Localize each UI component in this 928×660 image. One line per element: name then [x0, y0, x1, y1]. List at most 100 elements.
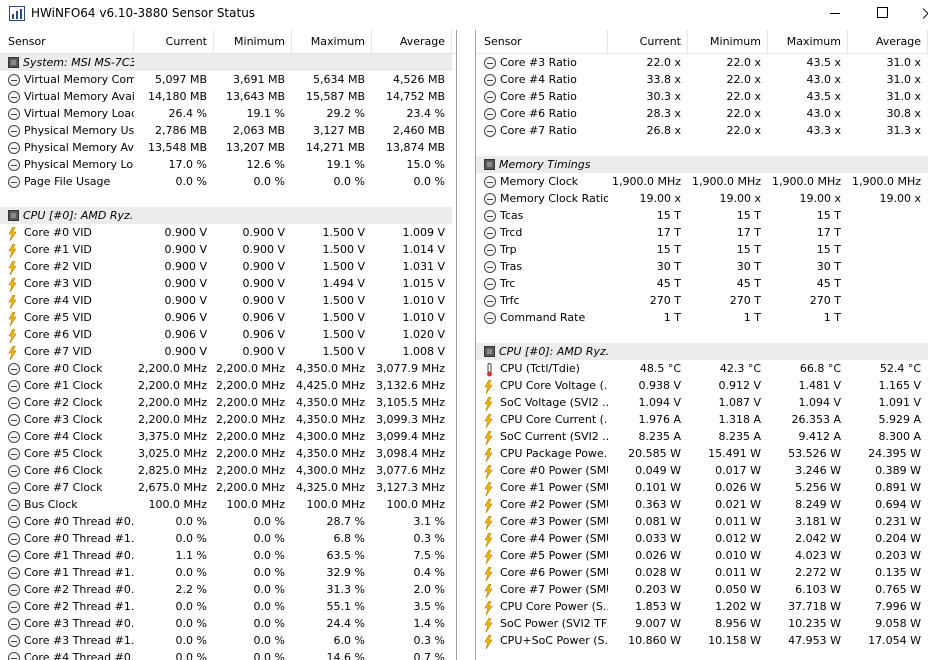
sensor-row[interactable]: Command Rate 1 T 1 T 1 T [476, 309, 928, 326]
sensor-row[interactable]: Core #3 Thread #0... 0.0 % 0.0 % 24.4 % 1.4 … [0, 615, 456, 632]
sensor-row[interactable]: Core #4 VID 0.900 V 0.900 V 1.500 V 1.010 V [0, 292, 456, 309]
sensor-row[interactable]: SoC Voltage (SVI2 ... 1.094 V 1.087 V 1.094… [476, 394, 928, 411]
sensor-row[interactable]: Core #7 Clock 2,675.0 MHz 2,200.0 MHz 4,325… [0, 479, 456, 496]
sensor-row[interactable]: Core #4 Clock 3,375.0 MHz 2,200.0 MHz 4,300… [0, 428, 456, 445]
sensor-row[interactable]: Core #0 Clock 2,200.0 MHz 2,200.0 MHz 4,350… [0, 360, 456, 377]
current-value: 22.0 x [646, 56, 682, 69]
sensor-group-row[interactable]: System: MSI MS-7C35 [0, 54, 456, 71]
sensor-row[interactable]: Core #3 Ratio 22.0 x 22.0 x 43.5 x 31.0 x [476, 54, 928, 71]
sensor-name-cell: Core #7 Power (SMU) [476, 581, 608, 598]
sensor-label: Core #0 VID [24, 226, 92, 239]
clock-icon [8, 175, 20, 188]
sensor-row[interactable]: Core #2 VID 0.900 V 0.900 V 1.500 V 1.031 V [0, 258, 456, 275]
column-header-minimum[interactable]: Minimum [214, 30, 292, 54]
sensor-row[interactable]: Core #6 VID 0.906 V 0.906 V 1.500 V 1.020 V [0, 326, 456, 343]
clock-icon [8, 583, 20, 596]
minimize-button[interactable] [812, 0, 858, 28]
sensor-panel-left[interactable]: Sensor Current Minimum Maximum Average S… [0, 30, 456, 660]
sensor-row[interactable]: Trfc 270 T 270 T 270 T [476, 292, 928, 309]
sensor-row[interactable]: SoC Current (SVI2 ... 8.235 A 8.235 A 9.412… [476, 428, 928, 445]
sensor-row[interactable]: Core #3 VID 0.900 V 0.900 V 1.494 V 1.015 V [0, 275, 456, 292]
sensor-row[interactable]: Tcas 15 T 15 T 15 T [476, 207, 928, 224]
sensor-row[interactable]: Bus Clock 100.0 MHz 100.0 MHz 100.0 MHz 100.… [0, 496, 456, 513]
sensor-row[interactable]: Core #5 VID 0.906 V 0.906 V 1.500 V 1.010 V [0, 309, 456, 326]
sensor-row[interactable]: Core #0 VID 0.900 V 0.900 V 1.500 V 1.009 V [0, 224, 456, 241]
sensor-row[interactable]: Core #6 Ratio 28.3 x 22.0 x 43.0 x 30.8 x [476, 105, 928, 122]
sensor-row[interactable]: Core #6 Power (SMU) 0.028 W 0.011 W 2.272 W… [476, 564, 928, 581]
maximize-button[interactable] [858, 0, 904, 28]
column-header-current[interactable]: Current [608, 30, 688, 54]
column-header-sensor[interactable]: Sensor [476, 30, 608, 54]
sensor-row[interactable]: Core #3 Power (SMU) 0.081 W 0.011 W 3.181 W… [476, 513, 928, 530]
sensor-row[interactable]: Core #1 VID 0.900 V 0.900 V 1.500 V 1.014 V [0, 241, 456, 258]
sensor-row[interactable]: Core #1 Power (SMU) 0.101 W 0.026 W 5.256 W… [476, 479, 928, 496]
average-value: 31.0 x [886, 90, 922, 103]
sensor-row[interactable]: Core #7 VID 0.900 V 0.900 V 1.500 V 1.008 V [0, 343, 456, 360]
sensor-row[interactable]: Page File Usage 0.0 % 0.0 % 0.0 % 0.0 % [0, 173, 456, 190]
sensor-group-row[interactable]: Memory Timings [476, 156, 928, 173]
clock-icon [8, 464, 20, 477]
column-header-sensor[interactable]: Sensor [0, 30, 134, 54]
sensor-row[interactable]: Core #5 Power (SMU) 0.026 W 0.010 W 4.023 W… [476, 547, 928, 564]
sensor-row[interactable]: Core #0 Power (SMU) 0.049 W 0.017 W 3.246 W… [476, 462, 928, 479]
column-header-maximum[interactable]: Maximum [768, 30, 848, 54]
sensor-row[interactable]: Core #3 Clock 2,200.0 MHz 2,200.0 MHz 4,350… [0, 411, 456, 428]
sensor-row[interactable]: CPU (Tctl/Tdie) 48.5 °C 42.3 °C 66.8 °C 52.4… [476, 360, 928, 377]
sensor-row[interactable]: Core #6 Clock 2,825.0 MHz 2,200.0 MHz 4,300… [0, 462, 456, 479]
sensor-row[interactable]: Core #0 Thread #1... 0.0 % 0.0 % 6.8 % 0.3 % [0, 530, 456, 547]
column-header-minimum[interactable]: Minimum [688, 30, 768, 54]
sensor-row[interactable]: Core #2 Thread #1... 0.0 % 0.0 % 55.1 % 3.5 … [0, 598, 456, 615]
column-header-current[interactable]: Current [134, 30, 214, 54]
sensor-row[interactable]: Virtual Memory Load 26.4 % 19.1 % 29.2 % 23.… [0, 105, 456, 122]
sensor-row[interactable]: Core #4 Ratio 33.8 x 22.0 x 43.0 x 31.0 x [476, 71, 928, 88]
maximum-value: 5,634 MB [312, 73, 365, 86]
panel-splitter[interactable] [456, 30, 476, 660]
sensor-row[interactable]: Core #2 Thread #0... 2.2 % 0.0 % 31.3 % 2.0 … [0, 581, 456, 598]
sensor-row[interactable]: Physical Memory Av... 13,548 MB 13,207 MB 1… [0, 139, 456, 156]
sensor-row[interactable]: Core #1 Thread #1... 0.0 % 0.0 % 32.9 % 0.4 … [0, 564, 456, 581]
average-value: 3,132.6 MHz [375, 379, 445, 392]
sensor-row[interactable]: Core #0 Thread #0... 0.0 % 0.0 % 28.7 % 3.1 … [0, 513, 456, 530]
sensor-panel-right[interactable]: Sensor Current Minimum Maximum Average C… [476, 30, 928, 660]
sensor-row[interactable]: CPU+SoC Power (S... 10.860 W 10.158 W 47.95… [476, 632, 928, 649]
spacer-row [476, 326, 928, 343]
sensor-row[interactable]: Core #4 Power (SMU) 0.033 W 0.012 W 2.042 W… [476, 530, 928, 547]
sensor-row[interactable]: Memory Clock 1,900.0 MHz 1,900.0 MHz 1,900.… [476, 173, 928, 190]
column-header-maximum[interactable]: Maximum [292, 30, 372, 54]
column-header-average[interactable]: Average [848, 30, 928, 54]
current-value: 1.094 V [638, 396, 681, 409]
sensor-row[interactable]: Trc 45 T 45 T 45 T [476, 275, 928, 292]
clock-icon [8, 549, 20, 562]
sensor-row[interactable]: Virtual Memory Com... 5,097 MB 3,691 MB 5,6… [0, 71, 456, 88]
sensor-row[interactable]: Core #1 Thread #0... 1.1 % 0.0 % 63.5 % 7.5 … [0, 547, 456, 564]
sensor-row[interactable]: Core #7 Power (SMU) 0.203 W 0.050 W 6.103 W… [476, 581, 928, 598]
sensor-group-row[interactable]: CPU [#0]: AMD Ryz... [0, 207, 456, 224]
sensor-row[interactable]: Physical Memory Used 2,786 MB 2,063 MB 3,12… [0, 122, 456, 139]
sensor-group-row[interactable]: CPU [#0]: AMD Ryz... [476, 343, 928, 360]
sensor-row[interactable]: Core #1 Clock 2,200.0 MHz 2,200.0 MHz 4,425… [0, 377, 456, 394]
sensor-row[interactable]: Core #7 Ratio 26.8 x 22.0 x 43.3 x 31.3 x [476, 122, 928, 139]
close-button[interactable] [904, 0, 928, 28]
sensor-row[interactable]: Core #5 Clock 3,025.0 MHz 2,200.0 MHz 4,350… [0, 445, 456, 462]
sensor-row[interactable]: Core #4 Thread #0... 0.0 % 0.0 % 14.6 % 0.7 … [0, 649, 456, 660]
sensor-row[interactable]: Core #5 Ratio 30.3 x 22.0 x 43.5 x 31.0 x [476, 88, 928, 105]
sensor-row[interactable]: Virtual Memory Avai... 14,180 MB 13,643 MB… [0, 88, 456, 105]
sensor-label: Command Rate [500, 311, 586, 324]
sensor-row[interactable]: Core #2 Clock 2,200.0 MHz 2,200.0 MHz 4,350… [0, 394, 456, 411]
sensor-row[interactable]: CPU Core Voltage (... 0.938 V 0.912 V 1.481… [476, 377, 928, 394]
sensor-row[interactable]: Core #3 Thread #1... 0.0 % 0.0 % 6.0 % 0.3 % [0, 632, 456, 649]
sensor-row[interactable]: Core #2 Power (SMU) 0.363 W 0.021 W 8.249 W… [476, 496, 928, 513]
sensor-row[interactable]: CPU Core Current (... 1.976 A 1.318 A 26.35… [476, 411, 928, 428]
sensor-row[interactable]: Tras 30 T 30 T 30 T [476, 258, 928, 275]
sensor-row[interactable]: Physical Memory Load 17.0 % 12.6 % 19.1 % 15… [0, 156, 456, 173]
sensor-row[interactable]: CPU Package Powe... 20.585 W 15.491 W 53.52… [476, 445, 928, 462]
sensor-row[interactable]: SoC Power (SVI2 TFN) 9.007 W 8.956 W 10.235… [476, 615, 928, 632]
maximum-value: 47.953 W [788, 634, 841, 647]
minimum-value: 45 T [736, 277, 761, 290]
sensor-row[interactable]: Trcd 17 T 17 T 17 T [476, 224, 928, 241]
column-header-average[interactable]: Average [372, 30, 452, 54]
sensor-row[interactable]: Trp 15 T 15 T 15 T [476, 241, 928, 258]
sensor-row[interactable]: Memory Clock Ratio 19.00 x 19.00 x 19.00 x 1… [476, 190, 928, 207]
sensor-label: SoC Current (SVI2 ... [500, 430, 608, 443]
sensor-row[interactable]: CPU Core Power (S... 1.853 W 1.202 W 37.718… [476, 598, 928, 615]
